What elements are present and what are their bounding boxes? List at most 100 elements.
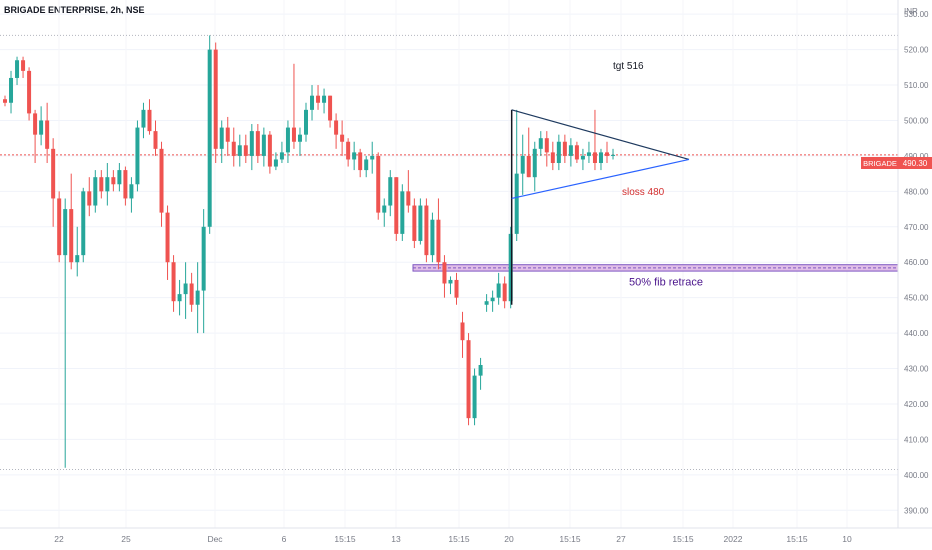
candle-body (153, 131, 158, 149)
candle (171, 255, 176, 312)
candle-body (219, 127, 224, 149)
candle-body (285, 127, 290, 153)
candle (496, 272, 501, 305)
candle-body (364, 159, 369, 171)
candle-body (111, 177, 116, 185)
candle-body (394, 177, 399, 234)
candle-body (568, 145, 573, 156)
candle (57, 191, 62, 263)
candle-body (490, 297, 495, 302)
candle (605, 141, 609, 164)
stoploss-annotation[interactable]: sloss 480 (622, 187, 665, 198)
candle (225, 116, 230, 156)
candle-body (15, 60, 20, 78)
candle-body (207, 49, 212, 227)
candle-body (502, 283, 507, 302)
candle (436, 198, 441, 270)
candle (219, 120, 224, 164)
candle-body (51, 148, 56, 199)
candle (334, 113, 339, 149)
candle-body (454, 279, 459, 298)
candle-body (544, 138, 549, 153)
candle (352, 141, 357, 171)
candle (249, 124, 254, 171)
candle (304, 102, 308, 142)
candle-body (322, 95, 327, 103)
candle-body (514, 173, 519, 234)
candle (135, 120, 140, 192)
price-tick-label: 460.00 (904, 258, 929, 267)
candle-body (358, 152, 363, 171)
candle-body (580, 155, 585, 160)
candle-body (267, 134, 272, 167)
candle-body (508, 233, 513, 302)
triangle-upper-line[interactable] (511, 109, 690, 161)
candle-body (436, 219, 441, 263)
candle (376, 152, 381, 220)
candle-body (496, 283, 501, 298)
candle-body (316, 95, 321, 103)
candle (394, 177, 399, 241)
triangle-pattern[interactable] (510, 109, 690, 305)
currency-label: INR (904, 7, 918, 16)
candle (430, 212, 435, 263)
time-tick-label: 15:15 (559, 534, 581, 544)
candle (87, 177, 92, 217)
candle-body (177, 294, 182, 302)
candle (400, 184, 405, 241)
candle (340, 120, 345, 156)
candle-body (442, 262, 447, 284)
candle (460, 311, 465, 358)
time-tick-label: 6 (282, 534, 287, 544)
candle-body (586, 152, 591, 156)
candle (237, 134, 242, 167)
candle (406, 170, 411, 213)
time-tick-label: 25 (121, 534, 131, 544)
candle (27, 67, 32, 121)
candle (611, 148, 616, 160)
candle-body (611, 154, 616, 156)
candle-body (147, 109, 152, 132)
candle (478, 357, 483, 390)
candle (69, 173, 74, 270)
candle (490, 290, 495, 312)
candle (123, 166, 128, 206)
candle-body (69, 209, 74, 263)
candle-body (430, 219, 435, 256)
candle (454, 272, 459, 305)
price-tick-label: 510.00 (904, 81, 929, 90)
symbol-tag (861, 157, 899, 169)
candle-body (165, 212, 170, 263)
candle-body (33, 113, 38, 135)
price-tick-label: 470.00 (904, 223, 929, 232)
candle (21, 56, 26, 78)
candle-body (460, 322, 465, 341)
candle (346, 138, 351, 167)
candle (153, 120, 158, 156)
fib-annotation[interactable]: 50% fib retrace (629, 276, 703, 288)
price-axis[interactable]: 530.00 520.00 510.00 500.00 490.00 480.00 470.… (904, 10, 929, 515)
time-tick-label: 15:15 (448, 534, 470, 544)
candle (556, 134, 561, 171)
triangle-lower-line[interactable] (511, 158, 690, 200)
candle (580, 148, 585, 171)
price-tick-label: 410.00 (904, 435, 929, 444)
candle (592, 109, 597, 171)
candle (472, 368, 477, 426)
time-tick-label: 15:15 (334, 534, 356, 544)
time-axis[interactable]: 22 25 Dec 6 15:15 13 15:15 20 15:15 27 15:15 2022 15… (54, 534, 852, 544)
candle (568, 138, 573, 167)
candle-body (105, 177, 110, 192)
candle-body (75, 255, 80, 263)
time-tick-label: 13 (391, 534, 401, 544)
candle-body (484, 301, 489, 305)
candle-body (538, 138, 543, 149)
last-price-tag[interactable]: BRIGADE 490.30 (861, 157, 932, 169)
candle-body (57, 198, 62, 256)
candle (207, 35, 212, 234)
price-tick-label: 500.00 (904, 116, 929, 125)
target-annotation[interactable]: tgt 516 (613, 61, 644, 72)
candle-body (81, 191, 86, 256)
candle-body (291, 127, 296, 142)
